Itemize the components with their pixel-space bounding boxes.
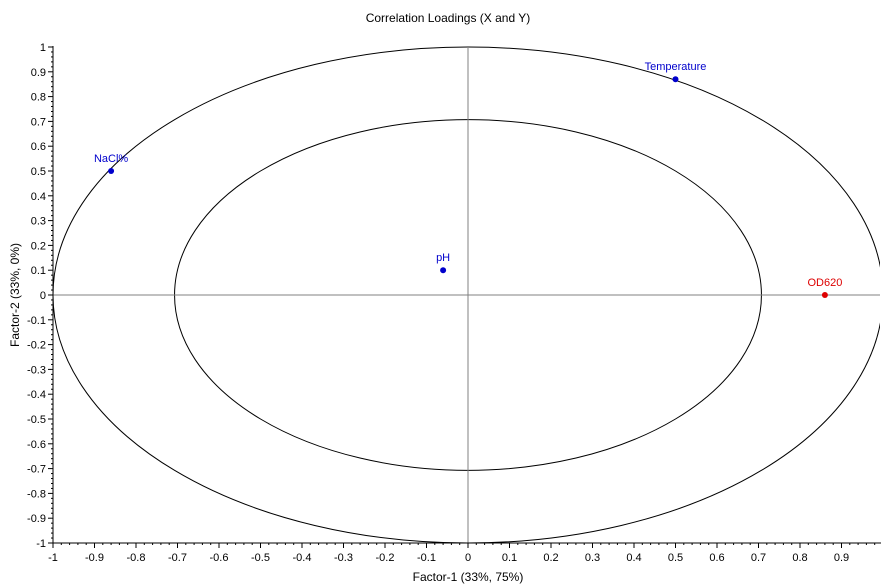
x-axis-title: Factor-1 (33%, 75%) — [413, 570, 524, 584]
y-tick-label: -0.2 — [27, 340, 46, 352]
y-tick-label: 0.2 — [31, 240, 46, 252]
y-tick-label: 0.1 — [31, 265, 46, 277]
y-tick-label: -0.7 — [27, 464, 46, 476]
x-tick-label: 0.9 — [834, 552, 849, 564]
point-nacl — [108, 168, 115, 174]
x-tick-label: -1 — [48, 552, 58, 564]
y-tick-label: 0.3 — [31, 216, 46, 228]
x-axis: -1 -0.9 -0.8 -0.7 -0.6 -0.5 -0.4 -0.3 -0.2 -0.1 0 0… — [48, 542, 881, 564]
y-tick-label: -0.9 — [27, 513, 46, 525]
x-tick-label: -0.7 — [168, 552, 187, 564]
x-tick-label: 0.2 — [543, 552, 558, 564]
y-tick-label: 1 — [40, 42, 46, 54]
point-label-temperature: Temperature — [645, 61, 707, 73]
point-label-nacl: NaCl% — [94, 153, 128, 165]
chart-title: Correlation Loadings (X and Y) — [366, 11, 531, 25]
x-tick-label: -0.6 — [210, 552, 229, 564]
point-temperature — [672, 76, 679, 83]
y-tick-label: 0.8 — [31, 92, 46, 104]
x-tick-label: 0.5 — [668, 552, 683, 564]
x-tick-label: 0.3 — [585, 552, 600, 564]
point-label-ph: pH — [436, 252, 450, 264]
y-tick-label: -0.1 — [27, 315, 46, 327]
plot-clipped-group — [52, 46, 880, 544]
x-tick-label: -0.3 — [334, 552, 353, 564]
y-tick-label: -0.4 — [27, 389, 46, 401]
x-tick-label: 0.1 — [502, 552, 517, 564]
y-tick-label: 0 — [40, 290, 46, 302]
y-tick-label: 0.4 — [31, 191, 46, 203]
x-tick-label: 0.4 — [626, 552, 641, 564]
x-tick-label: 0 — [465, 552, 471, 564]
y-axis: 1 0.9 0.8 0.7 0.6 0.5 0.4 0.3 0.2 0.1 0 -0.1 -0.2 -0.… — [27, 42, 54, 550]
x-tick-label: -0.8 — [127, 552, 146, 564]
x-tick-label: -0.9 — [85, 552, 104, 564]
y-tick-label: 0.9 — [31, 67, 46, 79]
point-label-od620: OD620 — [807, 277, 842, 289]
points-layer: Temperature NaCl% pH OD620 — [94, 61, 842, 298]
x-tick-label: -0.4 — [293, 552, 312, 564]
y-tick-label: 0.6 — [31, 141, 46, 153]
y-tick-label: -0.6 — [27, 439, 46, 451]
x-tick-label: -0.1 — [417, 552, 436, 564]
y-tick-label: -0.5 — [27, 414, 46, 426]
y-tick-label: 0.5 — [31, 166, 46, 178]
x-tick-label: 0.8 — [792, 552, 807, 564]
y-tick-label: -1 — [36, 538, 46, 550]
x-tick-label: -0.5 — [251, 552, 270, 564]
x-tick-label: -0.2 — [376, 552, 395, 564]
y-tick-label: -0.8 — [27, 488, 46, 500]
point-od620 — [821, 292, 828, 298]
y-tick-label: 0.7 — [31, 116, 46, 128]
plot-area — [52, 46, 880, 544]
x-tick-label: 0.7 — [751, 552, 766, 564]
y-axis-title: Factor-2 (33%, 0%) — [8, 243, 22, 347]
point-ph — [440, 267, 447, 274]
x-tick-label: 0.6 — [709, 552, 724, 564]
y-tick-label: -0.3 — [27, 364, 46, 376]
